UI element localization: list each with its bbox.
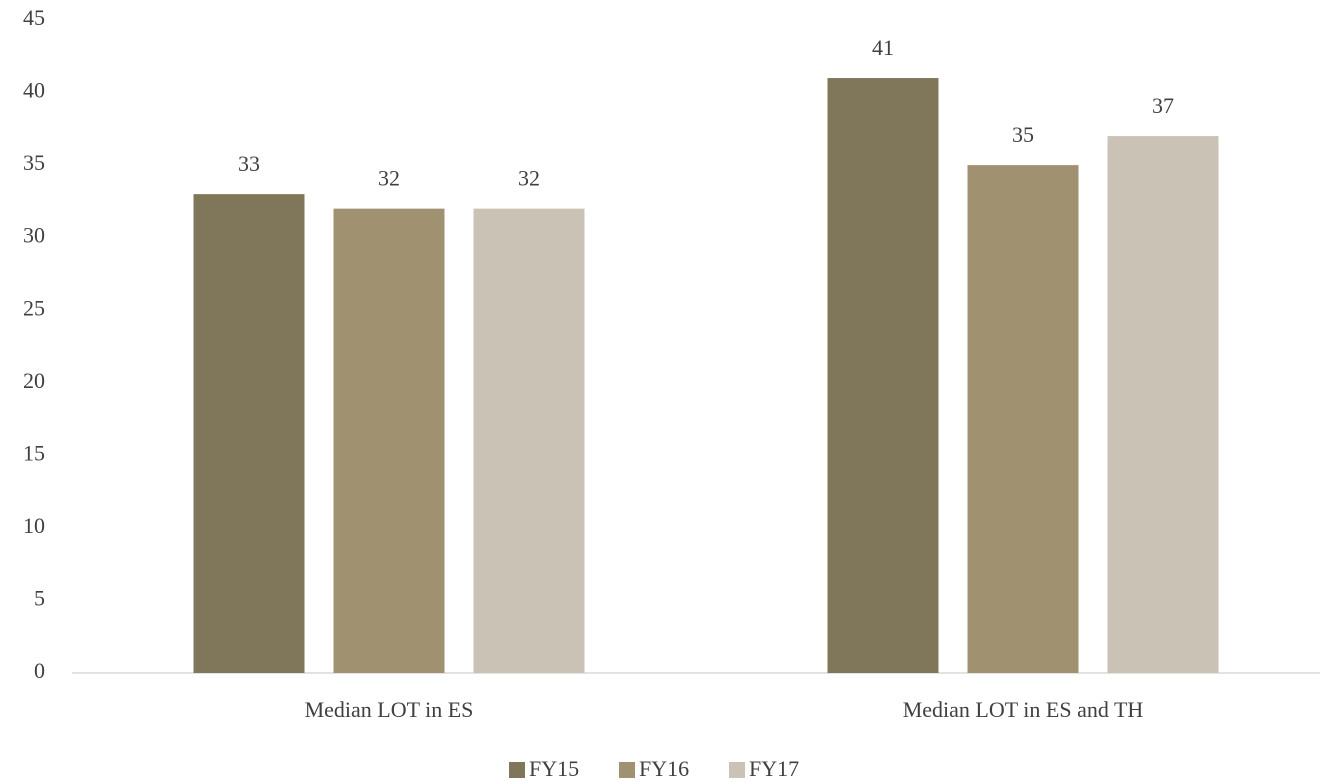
- value-label: 35: [1012, 122, 1034, 147]
- bar: [193, 194, 305, 673]
- y-tick-label: 45: [23, 5, 45, 30]
- legend-swatch: [729, 762, 745, 778]
- x-tick-label: Median LOT in ES and TH: [903, 697, 1144, 722]
- value-label: 32: [378, 166, 400, 191]
- bar: [967, 165, 1079, 673]
- bar: [827, 78, 939, 674]
- value-label: 41: [872, 35, 894, 60]
- value-label: 32: [518, 166, 540, 191]
- y-tick-label: 35: [23, 150, 45, 175]
- value-label: 33: [238, 151, 260, 176]
- value-label: 37: [1152, 93, 1174, 118]
- y-tick-label: 20: [23, 368, 45, 393]
- legend-label: FY17: [749, 756, 799, 781]
- y-tick-label: 30: [23, 223, 45, 248]
- legend-swatch: [509, 762, 525, 778]
- y-tick-label: 15: [23, 440, 45, 465]
- bar: [333, 208, 445, 673]
- y-tick-label: 10: [23, 513, 45, 538]
- bar: [473, 208, 585, 673]
- legend-label: FY16: [639, 756, 689, 781]
- y-tick-label: 40: [23, 78, 45, 103]
- bar: [1107, 136, 1219, 674]
- legend-swatch: [619, 762, 635, 778]
- y-tick-label: 25: [23, 295, 45, 320]
- y-tick-label: 5: [34, 585, 45, 610]
- x-tick-label: Median LOT in ES: [305, 697, 474, 722]
- legend-label: FY15: [529, 756, 579, 781]
- y-tick-label: 0: [34, 658, 45, 683]
